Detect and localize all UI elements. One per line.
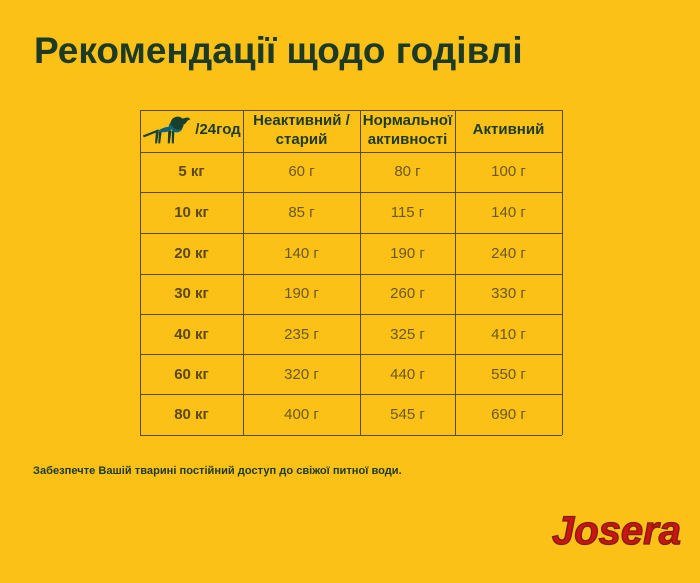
svg-text:Josera: Josera (552, 509, 681, 553)
